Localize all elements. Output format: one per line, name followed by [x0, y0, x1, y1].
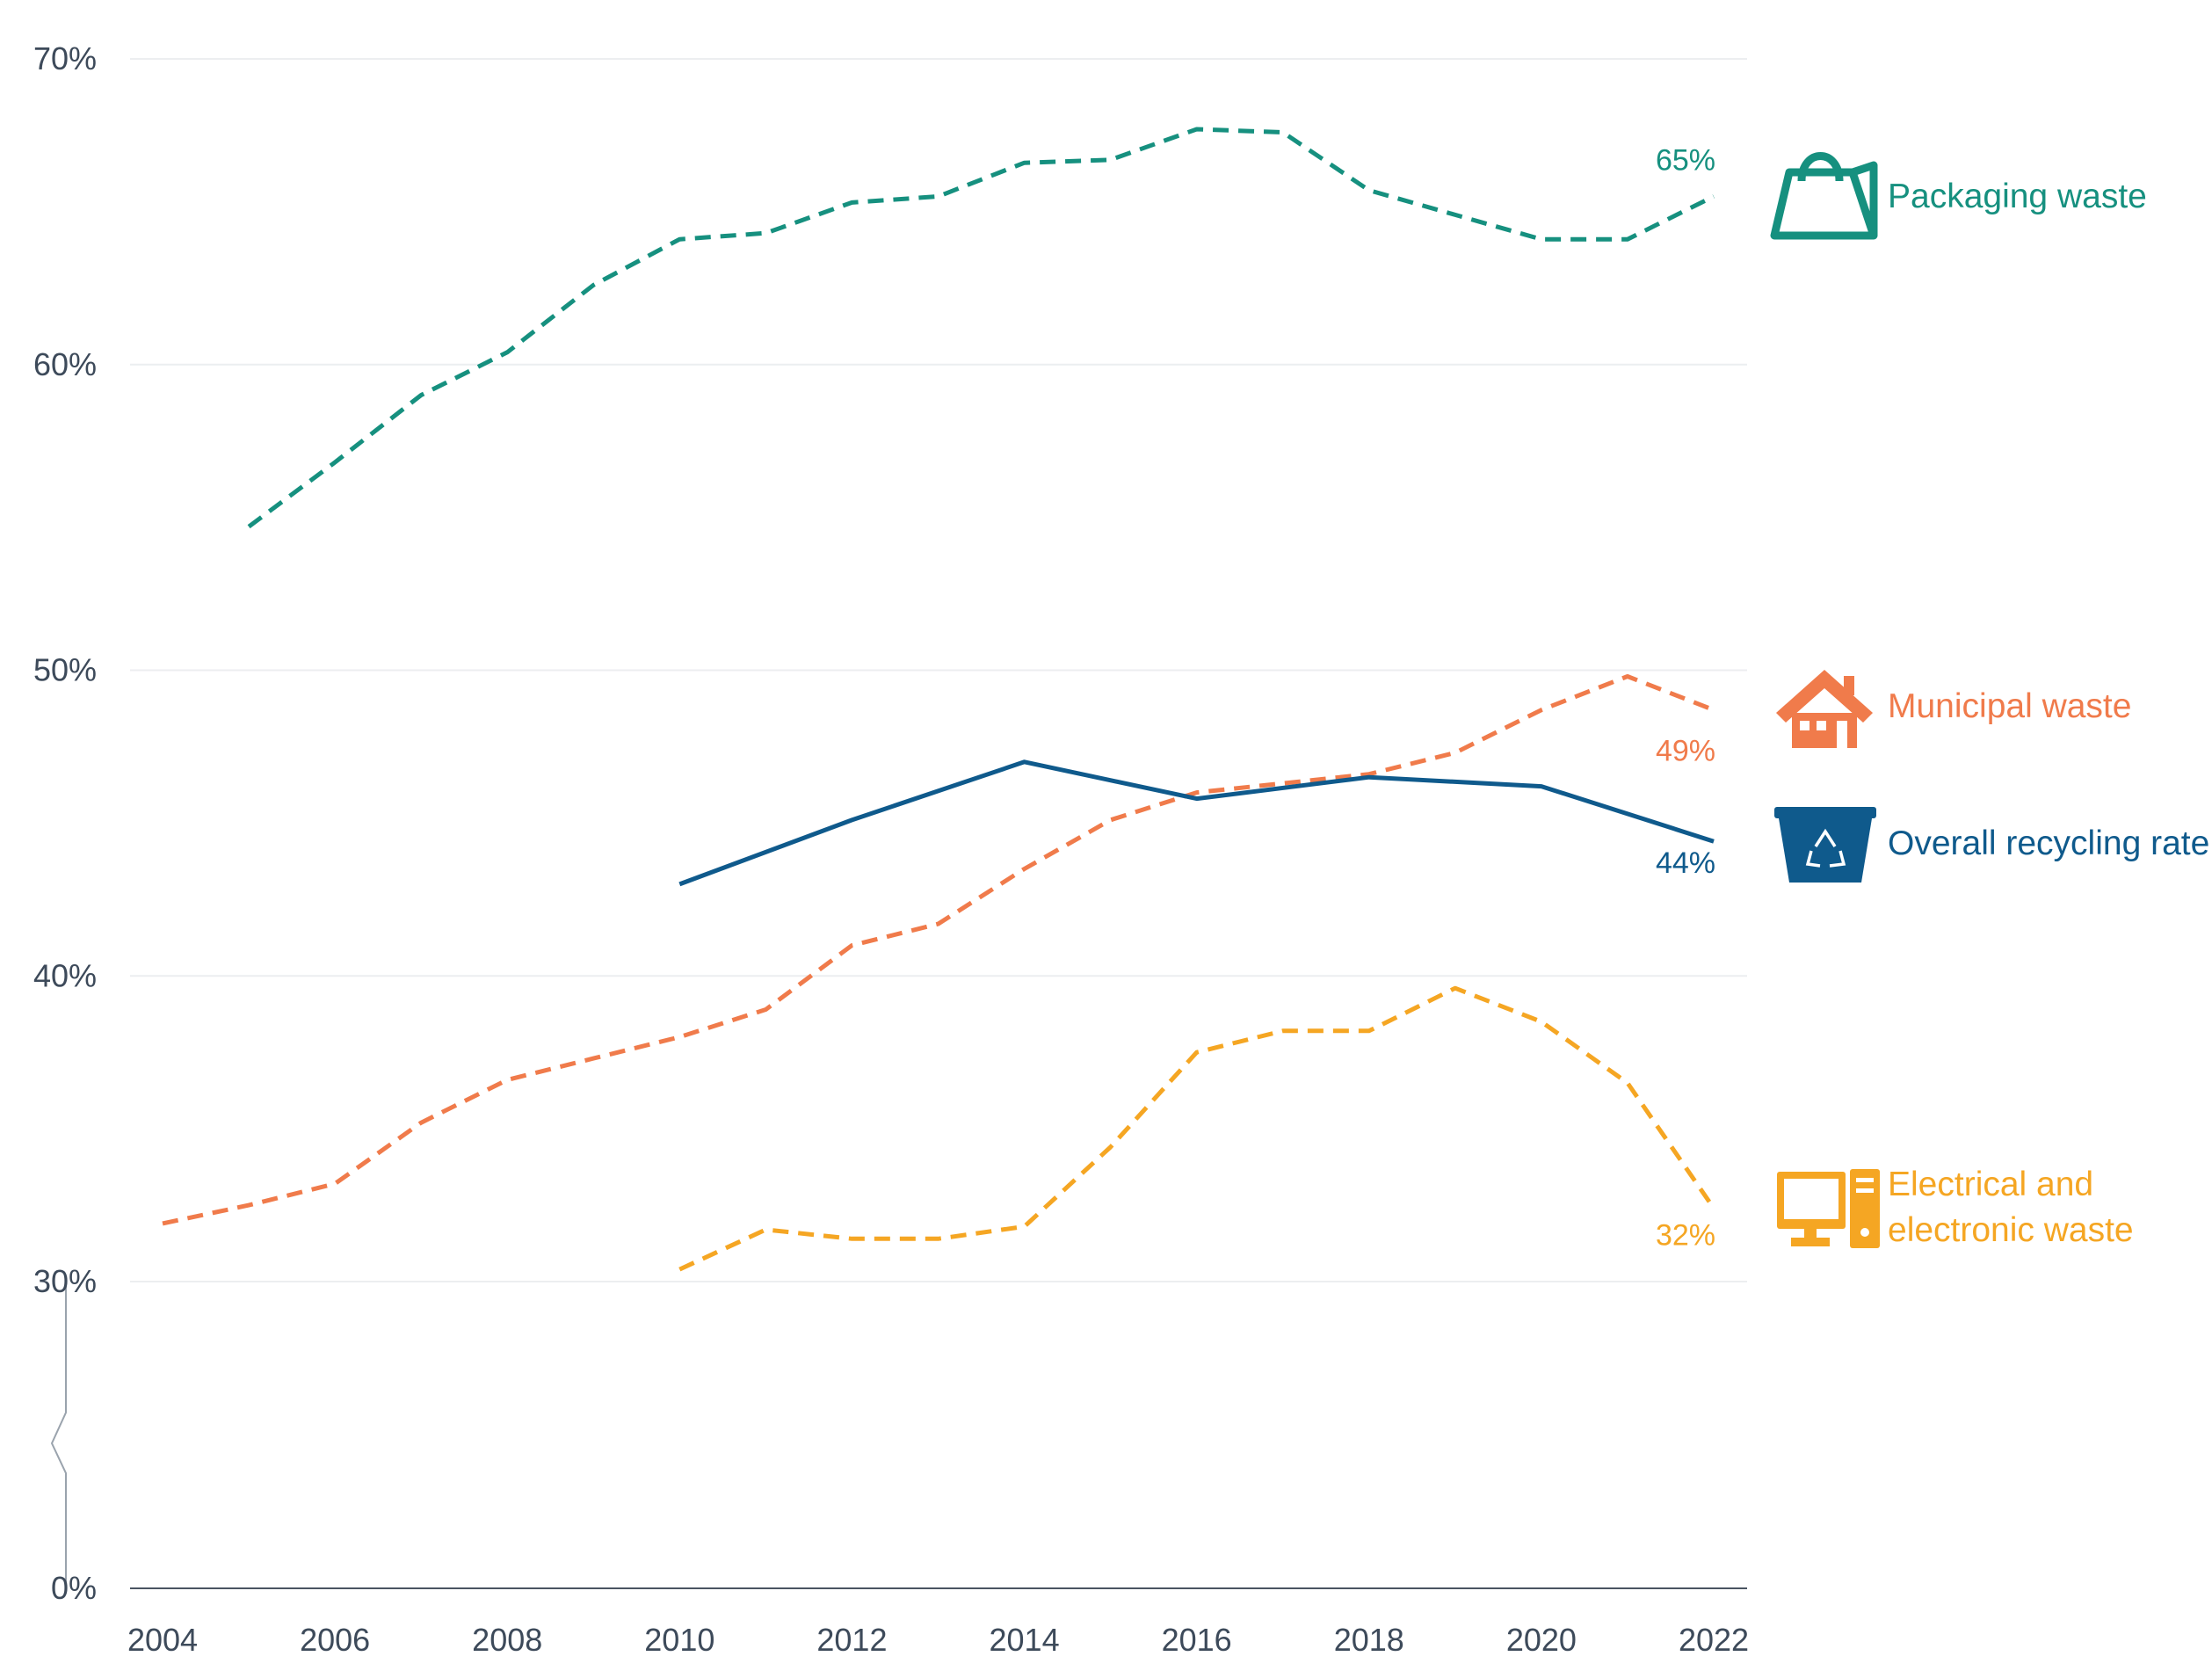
computer-icon: [1777, 1169, 1880, 1248]
y-tick-label: 40%: [33, 957, 97, 993]
legend-label-line: Overall recycling rate: [1888, 824, 2209, 862]
legend-label-line: Packaging waste: [1888, 178, 2147, 215]
legend-label-line: Electrical and: [1888, 1166, 2093, 1203]
y-tick-label: 70%: [33, 40, 97, 76]
x-tick-label: 2008: [472, 1622, 542, 1658]
end-label-electrical: 32%: [1656, 1219, 1715, 1253]
legend-item-municipal: Municipal waste: [1776, 670, 2131, 748]
legend-label: Overall recycling rate: [1888, 824, 2209, 862]
x-tick-label: 2004: [127, 1622, 198, 1658]
legend-item-electrical: Electrical and electronic waste: [1777, 1166, 2134, 1249]
series-lines: [162, 127, 1716, 1272]
legend-label-line: Municipal waste: [1888, 687, 2131, 725]
end-label-municipal: 49%: [1656, 735, 1715, 768]
recycling-bin-icon: [1774, 807, 1876, 883]
tick-labels: 0% 30% 40% 50% 60% 70% 2004 2006 2008 2010 2012 201…: [33, 40, 1749, 1658]
end-label-packaging: 65%: [1656, 143, 1715, 177]
axes: [50, 1282, 1747, 1589]
legend-item-packaging: Packaging waste: [1770, 152, 2147, 240]
legend-label-line: electronic waste: [1888, 1211, 2134, 1249]
y-tick-label: 0%: [51, 1570, 97, 1606]
x-tick-label: 2018: [1334, 1622, 1404, 1658]
y-tick-label: 60%: [33, 346, 97, 382]
y-axis-break: [50, 1282, 67, 1587]
x-tick-label: 2006: [300, 1622, 370, 1658]
house-icon: [1776, 670, 1873, 748]
series-line-overall: [678, 759, 1715, 887]
legend-label: Municipal waste: [1888, 687, 2131, 725]
x-tick-label: 2016: [1162, 1622, 1232, 1658]
end-labels: 65% 49% 44% 32%: [1656, 143, 1715, 1252]
x-tick-label: 2020: [1506, 1622, 1577, 1658]
legend-label: Electrical and electronic waste: [1888, 1166, 2134, 1249]
gridlines: [130, 58, 1747, 1282]
x-tick-label: 2010: [644, 1622, 714, 1658]
series-line-electrical: [678, 985, 1716, 1272]
legend: Packaging waste Municipal waste: [1770, 152, 2209, 1249]
shopping-bag-icon: [1770, 152, 1878, 240]
legend-label: Packaging waste: [1888, 178, 2147, 215]
series-line-municipal: [162, 674, 1715, 1226]
x-tick-label: 2012: [816, 1622, 887, 1658]
x-tick-label: 2022: [1679, 1622, 1749, 1658]
series-line-packaging: [247, 127, 1715, 529]
y-tick-label: 50%: [33, 652, 97, 688]
legend-item-overall: Overall recycling rate: [1774, 807, 2209, 883]
x-tick-label: 2014: [990, 1622, 1060, 1658]
end-label-overall: 44%: [1656, 846, 1715, 880]
y-tick-label: 30%: [33, 1263, 97, 1299]
